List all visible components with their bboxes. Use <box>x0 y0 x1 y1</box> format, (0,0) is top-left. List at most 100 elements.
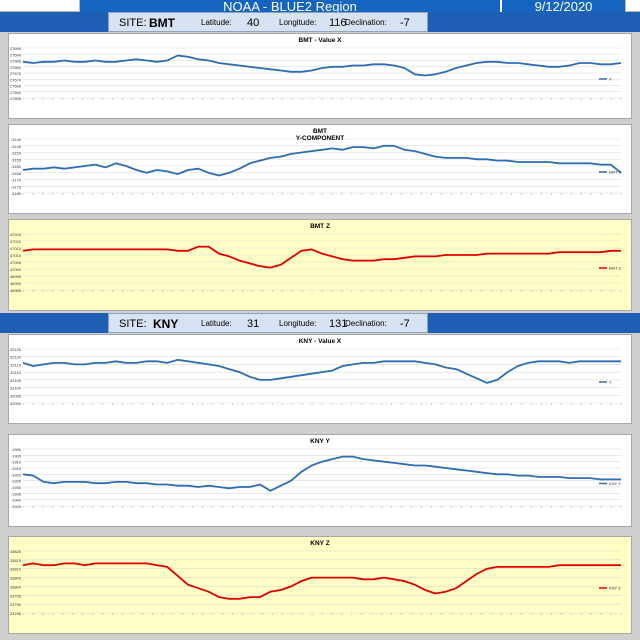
y-tick-label: 33810 <box>10 567 22 572</box>
site-bar-left-fill <box>0 12 108 32</box>
series-line <box>22 358 621 384</box>
y-tick-label: 33800 <box>10 584 22 589</box>
legend-label: BMT Y <box>609 170 621 175</box>
chart-title: Y-COMPONENT <box>296 135 344 142</box>
y-tick-label: 33815 <box>10 558 22 563</box>
y-tick-label: 32100 <box>10 386 22 391</box>
y-tick-label: 47025 <box>10 232 22 237</box>
y-tick-label: 46990 <box>10 281 22 286</box>
chart-kny-z: 33820 33815 33810 33805 33800 33795 33790 33785… <box>8 536 632 634</box>
y-tick-label: 27655 <box>10 96 22 101</box>
y-tick-label: 33805 <box>10 576 22 581</box>
chart-bmt-y: -3140 -3145 -3150 -3155 -3160 -3165 -3170 -3175… <box>8 124 632 214</box>
latitude-label: Latitude: <box>201 319 232 328</box>
longitude-label: Longitude: <box>279 18 317 27</box>
series-line <box>22 54 622 77</box>
series-line <box>22 562 621 600</box>
site-bar-right-fill <box>428 313 640 333</box>
site-label: SITE: <box>119 17 147 29</box>
chart-bmt-z: 47025 47020 47015 47010 47005 47000 46995 46990… <box>8 219 632 311</box>
y-tick-label: -3160 <box>11 164 22 169</box>
y-tick-label: 47015 <box>10 246 22 251</box>
chart-bmt-z-svg: 47025 47020 47015 47010 47005 47000 46995 46990… <box>10 223 622 293</box>
series-line <box>22 455 621 492</box>
y-tick-label: 32090 <box>10 401 22 406</box>
y-tick-label: -1935 <box>11 491 22 496</box>
y-tick-label: -3145 <box>11 144 22 149</box>
chart-kny-y-svg: -1900-1905 -1910-1915-1920 -1925-1930-1935… <box>11 438 622 509</box>
y-tick-label: -1905 <box>11 453 22 458</box>
latitude-label: Latitude: <box>201 18 232 27</box>
legend-label: X <box>609 77 612 82</box>
y-tick-label: 46985 <box>10 288 22 293</box>
chart-kny-x-svg: 32125 32120 32115 32110 32105 32100 32095 32090… <box>10 338 622 406</box>
chart-kny-x: 32125 32120 32115 32110 32105 32100 32095 32090… <box>8 334 632 424</box>
y-tick-label: 27695 <box>10 46 22 51</box>
title-bar: NOAA - BLUE2 Region 9/12/2020 <box>0 0 640 34</box>
y-tick-label: -1925 <box>11 479 22 484</box>
y-tick-label: 27680 <box>10 65 22 70</box>
y-tick-label: 27660 <box>10 90 22 95</box>
y-tick-label: -1910 <box>11 460 22 465</box>
page-title: NOAA - BLUE2 Region <box>80 0 500 14</box>
site-label: SITE: <box>119 318 147 330</box>
declination-value: -7 <box>400 17 410 29</box>
y-tick-label: -3150 <box>11 151 22 156</box>
site-code: KNY <box>153 317 179 331</box>
y-tick-label: 33790 <box>10 602 22 607</box>
longitude-value: 131 <box>329 318 348 330</box>
y-tick-label: 32110 <box>10 370 22 375</box>
site-bar-kny: SITE: KNY Latitude: 31 Longitude: 131 De… <box>0 313 640 333</box>
y-tick-label: -3140 <box>11 137 22 142</box>
site-bar-bmt: SITE: BMT Latitude: 40 Longitude: 116 De… <box>0 12 640 32</box>
series-line <box>22 144 622 177</box>
title-left-cell <box>0 0 80 12</box>
y-tick-label: 47000 <box>10 267 22 272</box>
page-date: 9/12/2020 <box>502 0 625 14</box>
chart-bmt-x: 27695 27690 27685 27680 27675 27670 27665 27660… <box>8 33 632 119</box>
chart-kny-z-svg: 33820 33815 33810 33805 33800 33795 33790 33785… <box>10 540 621 616</box>
y-tick-label: 46995 <box>10 274 22 279</box>
series-line <box>22 245 621 269</box>
declination-label: Declination: <box>345 319 387 328</box>
declination-label: Declination: <box>345 18 387 27</box>
chart-title: KNY Z <box>310 540 329 547</box>
longitude-value: 116 <box>329 17 347 29</box>
chart-kny-y: -1900 -1905 -1910 -1915 -1920 -1925 -1930 -1935… <box>8 434 632 527</box>
y-tick-label: -1900 <box>11 447 22 452</box>
longitude-label: Longitude: <box>279 319 317 328</box>
y-tick-label: 27690 <box>10 52 22 57</box>
y-tick-label: -1930 <box>11 485 22 490</box>
site-info-box: SITE: BMT Latitude: 40 Longitude: 116 De… <box>108 12 428 32</box>
site-info-box: SITE: KNY Latitude: 31 Longitude: 131 De… <box>108 313 428 333</box>
y-tick-label: 32125 <box>10 347 22 352</box>
site-code: BMT <box>149 16 175 30</box>
declination-value: -7 <box>400 318 410 330</box>
chart-title: BMT - Value X <box>299 37 343 44</box>
legend-label: KNY Y <box>609 481 621 486</box>
y-tick-label: 27675 <box>10 71 22 76</box>
y-tick-label: -3175 <box>11 184 22 189</box>
y-tick-label: -3165 <box>11 171 22 176</box>
y-tick-label: 33795 <box>10 593 22 598</box>
y-tick-label: 27670 <box>10 77 22 82</box>
y-tick-label: 32105 <box>10 378 22 383</box>
y-tick-label: 33820 <box>10 549 22 554</box>
latitude-value: 40 <box>247 17 260 29</box>
legend-label: KNY Z <box>609 586 621 591</box>
y-tick-label: 47010 <box>10 253 22 258</box>
y-tick-label: 32115 <box>10 362 22 367</box>
y-tick-label: 33785 <box>10 611 22 616</box>
y-tick-label: -1940 <box>11 498 22 503</box>
y-tick-label: -3170 <box>11 178 22 183</box>
y-tick-label: 47020 <box>10 239 22 244</box>
chart-title: KNY - Value X <box>299 338 342 345</box>
legend-label: X <box>609 380 612 385</box>
y-tick-label: 27685 <box>10 59 22 64</box>
y-tick-label: 32095 <box>10 393 22 398</box>
chart-title: BMT Z <box>310 223 330 230</box>
title-right-cell <box>625 0 640 12</box>
y-tick-label: -1920 <box>11 472 22 477</box>
latitude-value: 31 <box>247 318 260 330</box>
